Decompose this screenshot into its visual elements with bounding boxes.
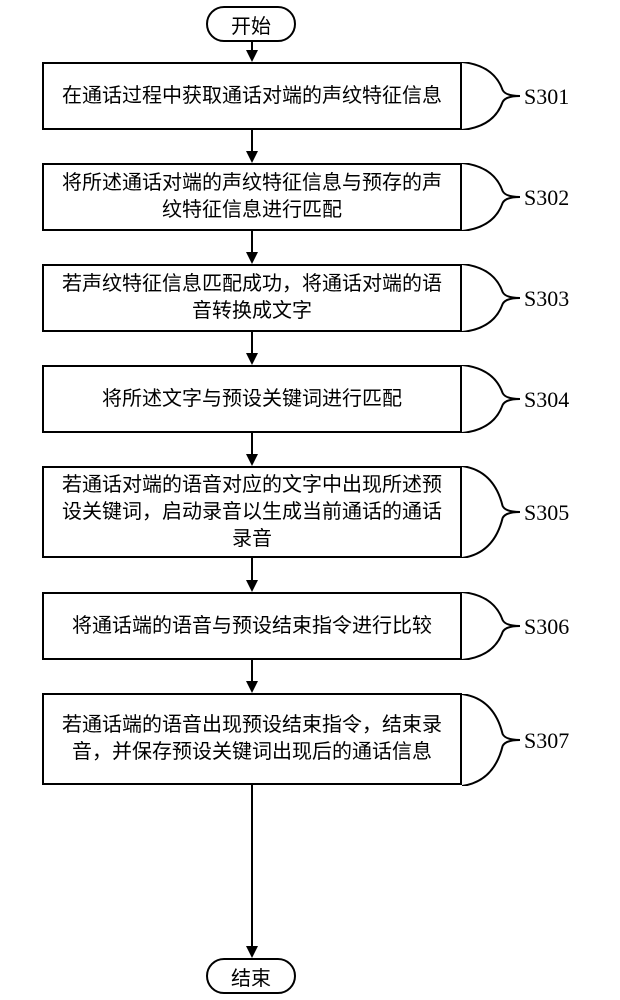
- label-S304: S304: [524, 387, 569, 413]
- step-text: 若声纹特征信息匹配成功，将通话对端的语音转换成文字: [54, 271, 450, 325]
- step-S301: 在通话过程中获取通话对端的声纹特征信息: [42, 62, 462, 130]
- brace-0: [462, 62, 520, 130]
- step-text: 若通话对端的语音对应的文字中出现所述预设关键词，启动录音以生成当前通话的通话录音: [54, 472, 450, 553]
- step-S307: 若通话端的语音出现预设结束指令，结束录音，并保存预设关键词出现后的通话信息: [42, 693, 462, 785]
- step-S303: 若声纹特征信息匹配成功，将通话对端的语音转换成文字: [42, 264, 462, 332]
- step-text: 若通话端的语音出现预设结束指令，结束录音，并保存预设关键词出现后的通话信息: [54, 712, 450, 766]
- arrow-1: [244, 130, 260, 163]
- label-S301: S301: [524, 84, 569, 110]
- label-S307: S307: [524, 728, 569, 754]
- brace-1: [462, 163, 520, 231]
- step-S302: 将所述通话对端的声纹特征信息与预存的声纹特征信息进行匹配: [42, 163, 462, 231]
- arrow-3: [244, 332, 260, 365]
- step-text: 将通话端的语音与预设结束指令进行比较: [72, 613, 432, 640]
- arrow-5: [244, 558, 260, 592]
- brace-6: [462, 694, 520, 786]
- start-text: 开始: [231, 10, 271, 39]
- brace-3: [462, 365, 520, 433]
- start-terminator: 开始: [206, 6, 296, 42]
- arrow-2: [244, 231, 260, 264]
- label-S303: S303: [524, 286, 569, 312]
- arrow-4: [244, 433, 260, 466]
- label-S306: S306: [524, 614, 569, 640]
- brace-5: [462, 592, 520, 660]
- end-terminator: 结束: [206, 958, 296, 994]
- step-S306: 将通话端的语音与预设结束指令进行比较: [42, 592, 462, 660]
- brace-2: [462, 264, 520, 332]
- arrow-6: [244, 660, 260, 693]
- step-text: 将所述文字与预设关键词进行匹配: [102, 386, 402, 413]
- brace-4: [462, 466, 520, 558]
- step-text: 在通话过程中获取通话对端的声纹特征信息: [62, 83, 442, 110]
- label-S305: S305: [524, 500, 569, 526]
- step-S304: 将所述文字与预设关键词进行匹配: [42, 365, 462, 433]
- arrow-7: [244, 785, 260, 958]
- end-text: 结束: [231, 962, 271, 991]
- step-S305: 若通话对端的语音对应的文字中出现所述预设关键词，启动录音以生成当前通话的通话录音: [42, 466, 462, 558]
- arrow-0: [244, 42, 260, 62]
- label-S302: S302: [524, 185, 569, 211]
- step-text: 将所述通话对端的声纹特征信息与预存的声纹特征信息进行匹配: [54, 170, 450, 224]
